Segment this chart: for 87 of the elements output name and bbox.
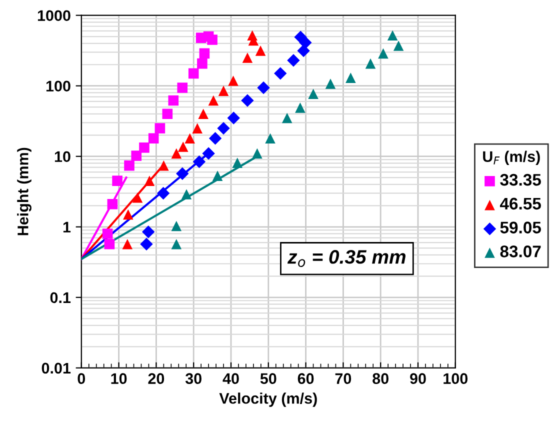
- x-tick-label: 50: [260, 373, 276, 384]
- point: [192, 155, 206, 168]
- y-tick-label: 100: [46, 80, 70, 92]
- point: [132, 192, 143, 203]
- point: [158, 160, 169, 171]
- y-tick-label: 0.1: [50, 292, 71, 304]
- y-tick-label: 1000: [38, 10, 70, 22]
- point: [171, 148, 182, 159]
- point: [247, 30, 258, 41]
- point: [208, 132, 222, 145]
- point: [124, 160, 134, 171]
- x-axis-title: Velocity (m/s): [219, 392, 317, 407]
- point: [198, 108, 208, 120]
- point: [393, 40, 404, 51]
- x-tick-label: 80: [372, 373, 388, 384]
- legend-label: 33.35: [500, 174, 541, 186]
- point: [184, 133, 196, 144]
- point: [171, 220, 182, 232]
- point: [192, 123, 202, 134]
- point: [156, 186, 170, 200]
- point: [122, 238, 133, 250]
- legend-label: 59.05: [500, 222, 541, 234]
- point: [218, 86, 229, 96]
- point: [207, 34, 218, 45]
- point: [232, 158, 243, 168]
- point: [365, 58, 376, 69]
- point: [378, 48, 388, 59]
- x-tick-label: 10: [111, 373, 127, 384]
- y-tick-label: 0.01: [42, 362, 71, 374]
- point: [227, 112, 240, 124]
- point: [295, 102, 306, 113]
- point: [217, 122, 230, 135]
- point: [178, 142, 188, 152]
- point: [104, 238, 115, 250]
- legend-label: 46.55: [500, 198, 541, 210]
- point: [274, 67, 287, 80]
- point: [142, 225, 155, 238]
- point: [387, 30, 398, 41]
- point: [168, 95, 179, 106]
- point: [208, 95, 219, 106]
- point: [140, 238, 153, 250]
- x-tick-label: 90: [410, 373, 426, 384]
- x-tick-label: 100: [444, 373, 468, 384]
- point: [162, 108, 173, 120]
- x-tick-label: 40: [222, 373, 239, 384]
- point: [131, 150, 142, 161]
- point: [282, 112, 292, 124]
- y-tick-label: 1: [63, 222, 71, 232]
- point: [154, 123, 166, 134]
- point: [102, 228, 113, 239]
- point: [287, 54, 300, 67]
- point: [181, 189, 192, 200]
- point: [112, 176, 122, 186]
- x-tick-label: 20: [148, 373, 164, 384]
- y-tick-label: 10: [54, 151, 70, 162]
- point: [107, 199, 118, 210]
- point: [242, 52, 253, 63]
- x-tick-label: 0: [78, 373, 86, 384]
- point: [294, 30, 307, 44]
- point: [325, 78, 336, 89]
- point: [228, 76, 238, 86]
- legend-label: 83.07: [500, 246, 541, 258]
- y-axis-title: Height (mm): [17, 148, 32, 236]
- point: [197, 58, 208, 69]
- point: [241, 94, 254, 107]
- point: [188, 68, 199, 79]
- point: [252, 148, 262, 159]
- point: [177, 82, 188, 93]
- point: [139, 142, 150, 153]
- point: [346, 72, 356, 83]
- point: [171, 238, 182, 250]
- annotation: z$_{o}$ = 0.35 mm: [287, 250, 406, 267]
- point: [202, 147, 215, 160]
- point: [255, 46, 266, 56]
- x-tick-label: 30: [185, 373, 202, 384]
- point: [308, 88, 318, 100]
- point: [265, 133, 276, 144]
- point: [123, 209, 134, 220]
- point: [144, 176, 155, 186]
- point: [176, 167, 189, 180]
- point: [199, 48, 210, 59]
- x-tick-label: 70: [335, 373, 352, 384]
- point: [148, 133, 159, 144]
- legend-title: U$_{F}$ (m/s): [483, 150, 540, 166]
- x-tick-label: 60: [298, 373, 314, 384]
- point: [212, 170, 223, 181]
- point: [257, 81, 270, 94]
